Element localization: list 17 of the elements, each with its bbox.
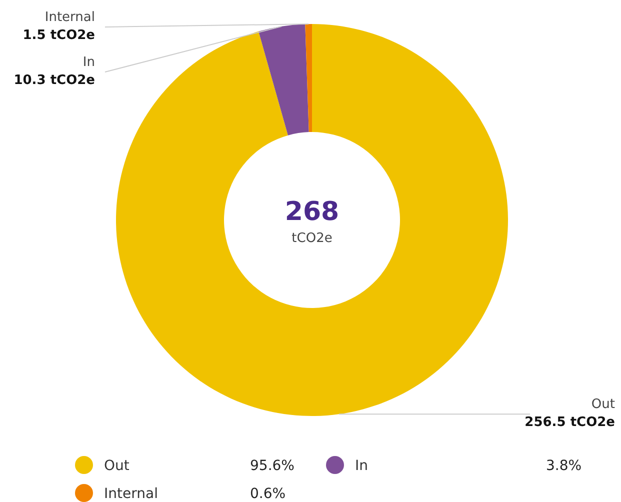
data-label: 256.5 tCO2e: [524, 415, 616, 430]
legend-label: In: [355, 458, 368, 474]
donut-slice: [258, 24, 309, 136]
donut-slice: [305, 24, 312, 132]
legend-label: Internal: [104, 486, 158, 502]
slice-label: In: [82, 55, 95, 70]
legend-label: Out: [104, 458, 130, 474]
text: 268: [284, 197, 340, 227]
data-label: 10.3 tCO2e: [14, 73, 96, 88]
slice-label: Internal: [44, 10, 95, 25]
text: 95.6%: [250, 458, 294, 474]
text: 3.8%: [546, 458, 582, 474]
text: tCO2e: [292, 231, 332, 246]
text: 0.6%: [250, 486, 286, 502]
data-label: 1.5 tCO2e: [22, 28, 96, 43]
donut-slice: [116, 24, 508, 416]
slice-label: Out: [591, 397, 615, 412]
